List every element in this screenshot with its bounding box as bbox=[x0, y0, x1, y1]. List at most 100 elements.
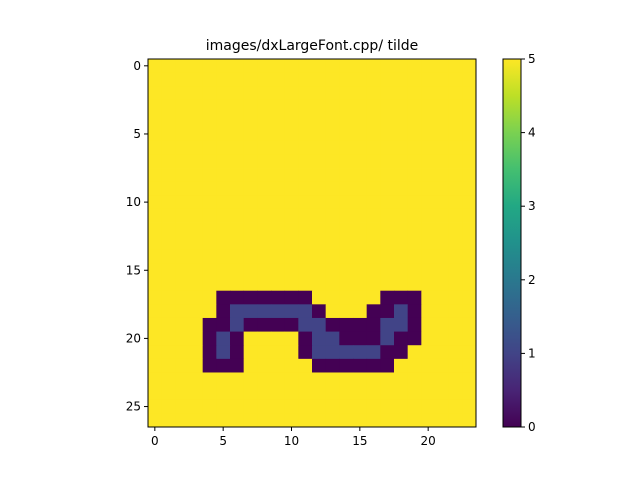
heatmap-cell bbox=[380, 236, 395, 251]
heatmap-cell bbox=[271, 86, 286, 101]
heatmap-cell bbox=[243, 358, 258, 373]
heatmap-cell bbox=[407, 222, 422, 237]
heatmap-cell bbox=[407, 413, 422, 428]
heatmap-cell bbox=[312, 386, 327, 401]
heatmap-cell bbox=[284, 331, 299, 346]
heatmap-cell bbox=[284, 249, 299, 264]
heatmap-cell bbox=[366, 317, 381, 332]
heatmap-cell bbox=[148, 372, 163, 387]
heatmap-cell bbox=[353, 59, 368, 74]
heatmap-cell bbox=[407, 59, 422, 74]
heatmap-cell bbox=[216, 59, 231, 74]
heatmap-cell bbox=[448, 317, 463, 332]
heatmap-cell bbox=[448, 263, 463, 278]
heatmap-cell bbox=[421, 290, 436, 305]
heatmap-cell bbox=[312, 208, 327, 223]
heatmap-cell bbox=[202, 195, 217, 210]
heatmap-cell bbox=[380, 317, 395, 332]
heatmap-cell bbox=[380, 195, 395, 210]
heatmap-cell bbox=[325, 236, 340, 251]
heatmap-cell bbox=[339, 140, 354, 155]
heatmap-cell bbox=[216, 113, 231, 128]
heatmap-cell bbox=[189, 86, 204, 101]
heatmap-cell bbox=[202, 154, 217, 169]
heatmap-cell bbox=[175, 290, 190, 305]
heatmap-cell bbox=[257, 263, 272, 278]
heatmap-cell bbox=[216, 304, 231, 319]
heatmap-cell bbox=[353, 290, 368, 305]
heatmap-cell bbox=[380, 399, 395, 414]
heatmap-cell bbox=[407, 113, 422, 128]
heatmap-cell bbox=[161, 127, 176, 142]
heatmap-cell bbox=[353, 195, 368, 210]
heatmap-cell bbox=[148, 127, 163, 142]
heatmap-cell bbox=[339, 72, 354, 87]
heatmap-cell bbox=[339, 399, 354, 414]
heatmap-cell bbox=[366, 386, 381, 401]
heatmap-cell bbox=[435, 222, 450, 237]
heatmap-cell bbox=[161, 168, 176, 183]
heatmap-cell bbox=[353, 345, 368, 360]
heatmap-cell bbox=[366, 154, 381, 169]
heatmap-cell bbox=[421, 399, 436, 414]
heatmap-cell bbox=[257, 168, 272, 183]
colorbar-tick-label: 2 bbox=[528, 273, 536, 287]
heatmap-cell bbox=[202, 140, 217, 155]
heatmap-cell bbox=[271, 59, 286, 74]
heatmap-cell bbox=[271, 386, 286, 401]
heatmap-cell bbox=[230, 386, 245, 401]
heatmap-cell bbox=[462, 290, 477, 305]
heatmap-cell bbox=[298, 127, 313, 142]
heatmap-cell bbox=[271, 236, 286, 251]
heatmap-cell bbox=[366, 140, 381, 155]
heatmap-cell bbox=[161, 86, 176, 101]
heatmap-cell bbox=[161, 386, 176, 401]
heatmap-cell bbox=[407, 386, 422, 401]
heatmap-cell bbox=[175, 277, 190, 292]
heatmap-cell bbox=[435, 59, 450, 74]
chart-title: images/dxLargeFont.cpp/ tilde bbox=[206, 38, 419, 54]
y-tick-label: 10 bbox=[126, 195, 141, 209]
heatmap-cell bbox=[230, 413, 245, 428]
heatmap-cell bbox=[421, 127, 436, 142]
heatmap-cell bbox=[312, 290, 327, 305]
heatmap-cell bbox=[298, 372, 313, 387]
heatmap-cell bbox=[298, 113, 313, 128]
heatmap-cell bbox=[435, 358, 450, 373]
heatmap-cell bbox=[312, 113, 327, 128]
heatmap-cell bbox=[284, 222, 299, 237]
heatmap-cell bbox=[462, 181, 477, 196]
heatmap-cell bbox=[448, 345, 463, 360]
heatmap-cell bbox=[148, 222, 163, 237]
heatmap-cell bbox=[202, 345, 217, 360]
colorbar bbox=[502, 58, 522, 428]
heatmap-cell bbox=[175, 413, 190, 428]
heatmap-cell bbox=[257, 140, 272, 155]
heatmap-cell bbox=[230, 304, 245, 319]
heatmap-cell bbox=[243, 304, 258, 319]
heatmap-cell bbox=[421, 195, 436, 210]
heatmap-cell bbox=[435, 345, 450, 360]
heatmap-cell bbox=[407, 304, 422, 319]
colorbar-axis: 0 1 2 3 4 5 bbox=[521, 52, 536, 434]
heatmap-cell bbox=[339, 290, 354, 305]
heatmap-cell bbox=[271, 154, 286, 169]
heatmap-cell bbox=[325, 127, 340, 142]
heatmap-cell bbox=[353, 263, 368, 278]
heatmap-cell bbox=[202, 331, 217, 346]
heatmap-cell bbox=[380, 127, 395, 142]
heatmap-cell bbox=[380, 72, 395, 87]
heatmap-cell bbox=[161, 181, 176, 196]
heatmap-cell bbox=[230, 331, 245, 346]
heatmap-cell bbox=[175, 317, 190, 332]
heatmap-cell bbox=[148, 317, 163, 332]
heatmap-cell bbox=[230, 345, 245, 360]
heatmap-cell bbox=[462, 140, 477, 155]
heatmap-cell bbox=[380, 181, 395, 196]
heatmap-cell bbox=[271, 345, 286, 360]
heatmap-cell bbox=[339, 345, 354, 360]
heatmap-cell bbox=[298, 181, 313, 196]
heatmap-cell bbox=[216, 222, 231, 237]
heatmap-cell bbox=[257, 222, 272, 237]
heatmap-cell bbox=[271, 72, 286, 87]
